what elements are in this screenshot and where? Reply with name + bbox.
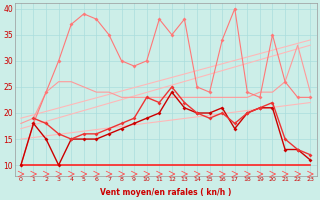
X-axis label: Vent moyen/en rafales ( kn/h ): Vent moyen/en rafales ( kn/h ): [100, 188, 231, 197]
